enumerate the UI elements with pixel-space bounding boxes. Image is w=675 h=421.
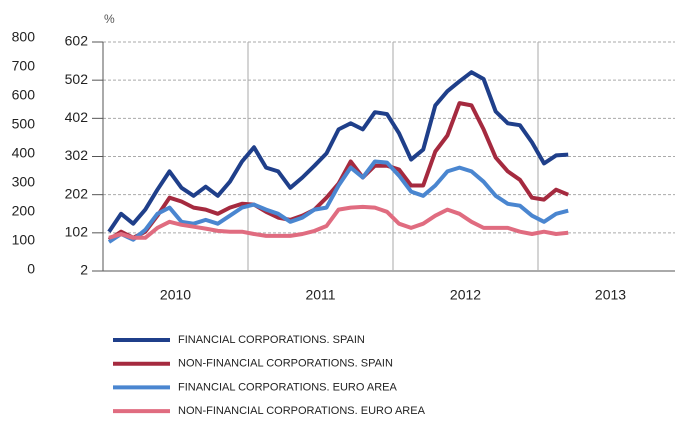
x-tick-label: 2011: [305, 287, 335, 303]
legend-label: FINANCIAL CORPORATIONS. EURO AREA: [178, 381, 397, 393]
x-tick-label: 2013: [595, 287, 626, 303]
y-tick-label: 102: [65, 224, 89, 240]
y2-tick-label: 200: [12, 203, 36, 219]
series-line: [108, 204, 569, 240]
y2-tick-label: 800: [12, 29, 36, 45]
y-tick-label: 2: [80, 262, 88, 278]
y2-tick-label: 400: [12, 145, 36, 161]
x-tick-label: 2010: [160, 287, 191, 303]
y-tick-label: 202: [65, 185, 89, 201]
y2-tick-label: 0: [27, 261, 35, 277]
y2-tick-label: 600: [12, 87, 36, 103]
y2-tick-label: 700: [12, 58, 36, 74]
y2-tick-label: 100: [12, 232, 36, 248]
series-line: [107, 159, 569, 244]
y-tick-label: 302: [65, 147, 89, 163]
y2-tick-label: 500: [12, 116, 36, 132]
y-axis-unit: %: [104, 12, 115, 26]
y-tick-label: 402: [65, 109, 89, 125]
x-tick-label: 2012: [450, 287, 481, 303]
legend-label: FINANCIAL CORPORATIONS. SPAIN: [178, 334, 365, 346]
y-tick-label: 502: [65, 71, 89, 87]
legend-label: NON-FINANCIAL CORPORATIONS. EURO AREA: [178, 405, 426, 417]
y2-tick-label: 300: [12, 174, 36, 190]
series-line: [107, 70, 569, 233]
y-tick-label: 602: [65, 33, 89, 49]
legend-label: NON-FINANCIAL CORPORATIONS. SPAIN: [178, 358, 393, 370]
